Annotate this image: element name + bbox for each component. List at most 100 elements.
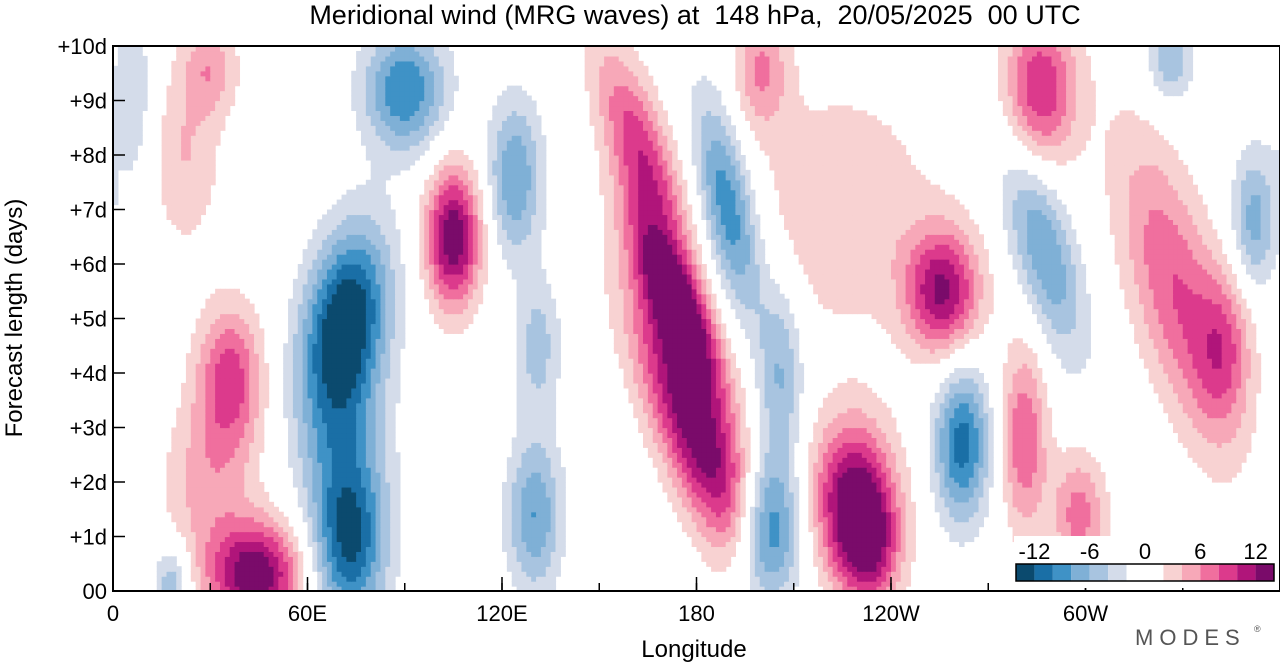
heat-cell <box>852 536 858 543</box>
heat-cell <box>317 437 323 443</box>
heat-cell <box>643 422 649 429</box>
heat-cell <box>1226 442 1232 448</box>
heat-cell <box>711 486 717 493</box>
heat-cell <box>769 457 775 463</box>
heat-cell <box>686 472 693 478</box>
heat-cell <box>511 576 518 582</box>
heat-cell <box>360 417 367 424</box>
heat-cell <box>866 536 873 543</box>
heat-cell <box>1221 402 1228 409</box>
heat-cell <box>200 491 206 498</box>
heat-cell <box>749 581 756 587</box>
heat-cell <box>978 506 984 513</box>
heat-cell <box>891 511 897 518</box>
heat-cell <box>273 576 279 582</box>
heat-cell <box>686 412 693 419</box>
heat-cell <box>229 467 236 473</box>
heat-cell <box>652 397 659 404</box>
heat-cell <box>978 402 984 409</box>
heat-cell <box>195 477 202 483</box>
heat-cell <box>258 412 265 419</box>
heat-cell <box>959 422 965 429</box>
heat-cell <box>171 427 177 434</box>
heat-cell <box>706 556 712 562</box>
heat-cell <box>1241 397 1247 404</box>
heat-cell <box>686 511 693 518</box>
heat-cell <box>278 516 284 523</box>
heat-cell <box>1075 457 1082 463</box>
heat-cell <box>769 486 775 493</box>
heat-cell <box>185 491 192 498</box>
heat-cell <box>973 432 980 439</box>
heat-cell <box>910 551 916 557</box>
heat-cell <box>968 422 975 429</box>
heat-cell <box>827 561 834 567</box>
heat-cell <box>506 462 513 468</box>
heat-cell <box>647 402 654 409</box>
heat-cell <box>545 462 552 468</box>
heat-cell <box>385 561 391 567</box>
heat-cell <box>346 556 352 562</box>
heat-cell <box>905 521 912 528</box>
heat-cell <box>506 511 513 518</box>
heat-cell <box>784 491 790 498</box>
heat-cell <box>205 566 211 572</box>
heat-cell <box>754 556 761 562</box>
heat-cell <box>784 586 790 591</box>
heat-cell <box>210 511 216 518</box>
heat-cell <box>954 462 960 468</box>
heat-cell <box>336 432 343 439</box>
heat-cell <box>263 576 270 582</box>
heat-cell <box>788 422 795 429</box>
heat-cell <box>759 551 766 557</box>
heat-cell <box>715 486 722 493</box>
heat-cell <box>161 586 168 591</box>
heat-cell <box>895 546 902 552</box>
heat-cell <box>278 566 284 572</box>
heat-cell <box>1036 506 1043 513</box>
heat-cell <box>326 541 333 548</box>
heat-cell <box>185 486 192 493</box>
heat-cell <box>959 506 965 513</box>
heat-cell <box>346 402 352 409</box>
heat-cell <box>307 472 313 478</box>
heat-cell <box>1202 457 1208 463</box>
heat-cell <box>842 447 848 453</box>
heat-cell <box>244 501 250 508</box>
heat-cell <box>643 407 649 414</box>
heat-cell <box>390 556 396 562</box>
heat-cell <box>181 437 187 443</box>
heat-cell <box>725 392 732 399</box>
heat-cell <box>370 526 377 533</box>
heat-cell <box>341 486 347 493</box>
heat-cell <box>949 437 955 443</box>
heat-cell <box>356 432 362 439</box>
heat-cell <box>341 506 347 513</box>
heat-cell <box>764 467 771 473</box>
heat-cell <box>667 437 673 443</box>
heat-cell <box>302 427 309 434</box>
heat-cell <box>735 536 741 543</box>
heat-cell <box>234 526 241 533</box>
heat-cell <box>696 442 702 448</box>
heat-cell <box>754 496 761 503</box>
heat-cell <box>356 402 362 409</box>
heat-cell <box>837 581 843 587</box>
heat-cell <box>215 407 221 414</box>
heat-cell <box>506 546 513 552</box>
heat-cell <box>210 516 216 523</box>
heat-cell <box>895 571 902 577</box>
heat-cell <box>886 491 892 498</box>
heat-cell <box>1017 442 1023 448</box>
heat-cell <box>326 442 333 448</box>
heat-cell <box>1075 511 1082 518</box>
heat-cell <box>351 432 357 439</box>
heat-cell <box>720 526 727 533</box>
heat-cell <box>963 402 970 409</box>
heat-cell <box>200 576 206 582</box>
heat-cell <box>667 412 673 419</box>
heat-cell <box>190 541 197 548</box>
heat-cell <box>390 586 396 591</box>
heat-cell <box>190 392 197 399</box>
heat-cell <box>1177 392 1184 399</box>
